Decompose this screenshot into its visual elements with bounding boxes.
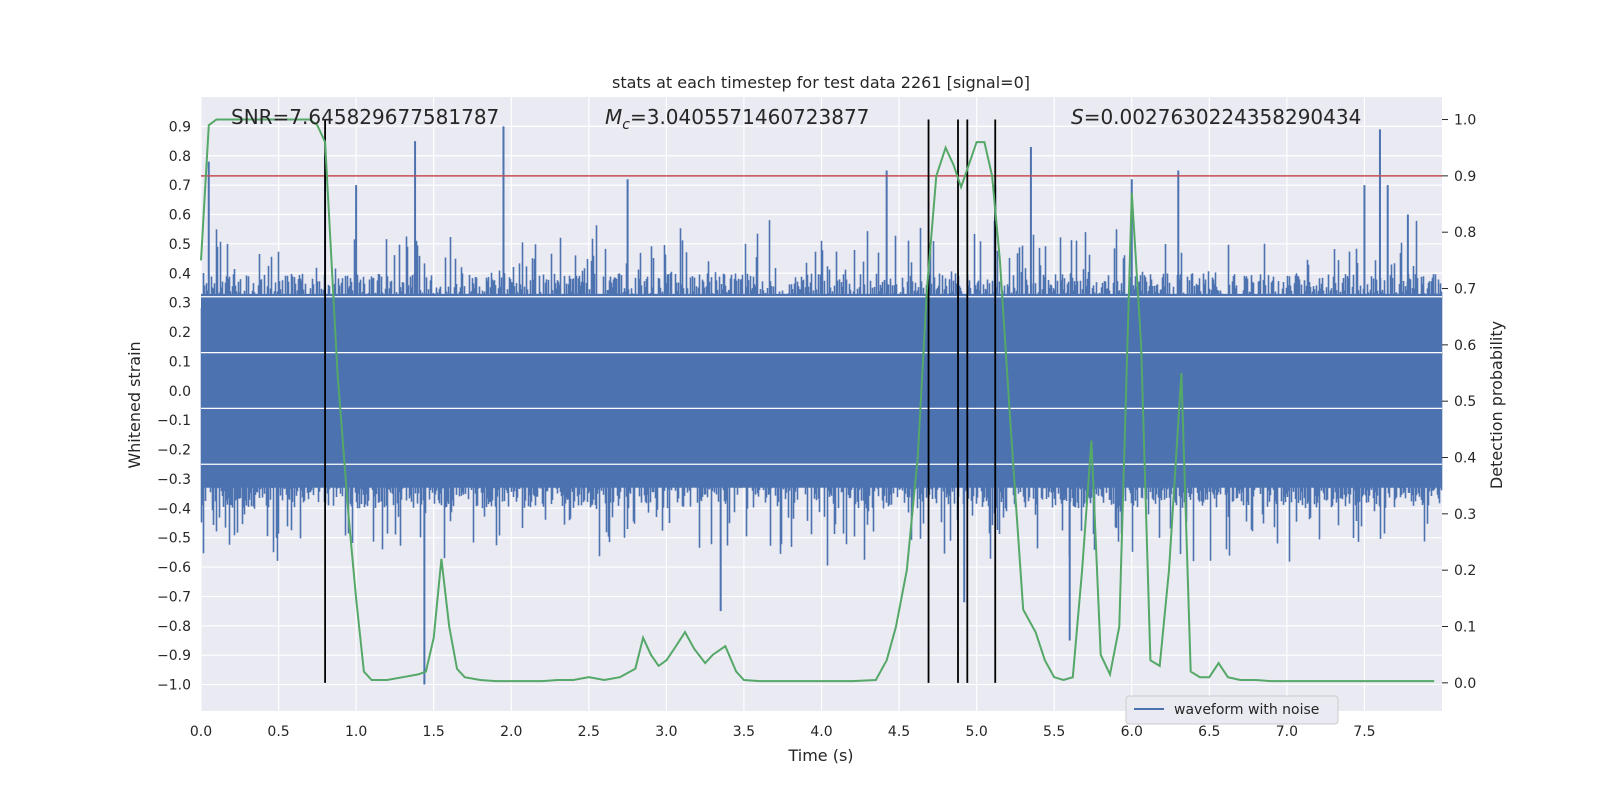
y2-tick-label: 0.0 [1454, 676, 1476, 692]
y-tick-label: −1.0 [157, 678, 191, 694]
y-tick-label: 0.7 [169, 178, 191, 194]
y-tick-label: 0.3 [169, 296, 191, 312]
x-tick-label: 4.0 [810, 724, 832, 740]
y-tick-label: 0.9 [169, 119, 191, 135]
x-tick-label: 0.5 [267, 724, 289, 740]
y-tick-label: 0.0 [169, 384, 191, 400]
x-tick-label: 2.0 [500, 724, 522, 740]
y2-tick-label: 0.8 [1454, 225, 1476, 241]
x-tick-label: 3.5 [733, 724, 755, 740]
legend: waveform with noise [1125, 695, 1339, 725]
y-tick-label: −0.9 [157, 648, 191, 664]
legend-box [1125, 695, 1339, 725]
x-axis-label: Time (s) [787, 746, 853, 765]
y-tick-label: 0.2 [169, 325, 191, 341]
y-tick-label: −0.7 [157, 589, 191, 605]
y-tick-label: −0.1 [157, 413, 191, 429]
chirp-mass-annotation: Mc=3.0405571460723877 [605, 105, 869, 133]
y2-tick-label: 0.4 [1454, 451, 1476, 467]
y2-tick-labels: 1.0 0.9 0.8 0.7 0.6 0.5 0.4 0.3 0.2 0.1 0.0 [1442, 113, 1476, 692]
y-tick-label: 0.6 [169, 208, 191, 224]
s-annotation: S=0.002763022435829043​4 [1071, 105, 1361, 129]
y2-tick-label: 1.0 [1454, 113, 1476, 129]
mc-symbol: M [605, 105, 622, 129]
y-tick-label: 0.5 [169, 237, 191, 253]
y-tick-label: −0.6 [157, 560, 191, 576]
snr-annotation: SNR=7.645829677581787 [231, 105, 499, 129]
y-tick-label: 0.8 [169, 149, 191, 165]
x-tick-label: 3.0 [655, 724, 677, 740]
s-value: =0.002763022435829043​4 [1084, 105, 1362, 129]
y-tick-label: 0.1 [169, 354, 191, 370]
probability-series [200, 118, 1435, 683]
y2-tick-label: 0.5 [1454, 394, 1476, 410]
x-tick-label: 5.0 [965, 724, 987, 740]
probability-line [200, 118, 1435, 683]
x-tick-label: 4.5 [888, 724, 910, 740]
y-tick-label: −0.8 [157, 619, 191, 635]
mc-subscript: c [622, 117, 630, 133]
chart-title: stats at each timestep for test data 226… [612, 73, 1030, 92]
x-tick-label: 7.0 [1276, 724, 1298, 740]
y-axis-label: Whitened strain [125, 341, 144, 468]
x-tick-label: 0.0 [190, 724, 212, 740]
s-symbol: S [1071, 105, 1084, 129]
x-tick-label: 7.5 [1353, 724, 1375, 740]
y2-tick-label: 0.9 [1454, 169, 1476, 185]
x-tick-label: 6.0 [1121, 724, 1143, 740]
y2-tick-label: 0.3 [1454, 507, 1476, 523]
y-tick-label: −0.4 [157, 501, 191, 517]
waveform-series [200, 126, 1443, 685]
y2-tick-label: 0.2 [1454, 563, 1476, 579]
y2-axis-label: Detection probability [1487, 321, 1506, 489]
y-tick-label: −0.5 [157, 531, 191, 547]
y-tick-label: −0.2 [157, 443, 191, 459]
x-tick-label: 1.5 [423, 724, 445, 740]
x-tick-label: 5.5 [1043, 724, 1065, 740]
y2-tick-label: 0.7 [1454, 282, 1476, 298]
x-tick-labels: 0.0 0.5 1.0 1.5 2.0 2.5 3.0 3.5 4.0 4.5 5.0 5.5 6.0 6… [190, 724, 1376, 740]
y2-tick-label: 0.1 [1454, 620, 1476, 636]
x-tick-label: 6.5 [1198, 724, 1220, 740]
x-tick-label: 2.5 [578, 724, 600, 740]
y-tick-labels: 0.9 0.8 0.7 0.6 0.5 0.4 0.3 0.2 0.1 0.0 −0.1 −0.2 −0… [157, 119, 191, 693]
legend-entry: waveform with noise [1174, 702, 1319, 718]
x-tick-label: 1.0 [345, 724, 367, 740]
y2-tick-label: 0.6 [1454, 338, 1476, 354]
mc-value: =3.0405571460723877 [630, 105, 869, 129]
waveform-core [201, 293, 1442, 488]
y-tick-label: −0.3 [157, 472, 191, 488]
y-tick-label: 0.4 [169, 266, 191, 282]
